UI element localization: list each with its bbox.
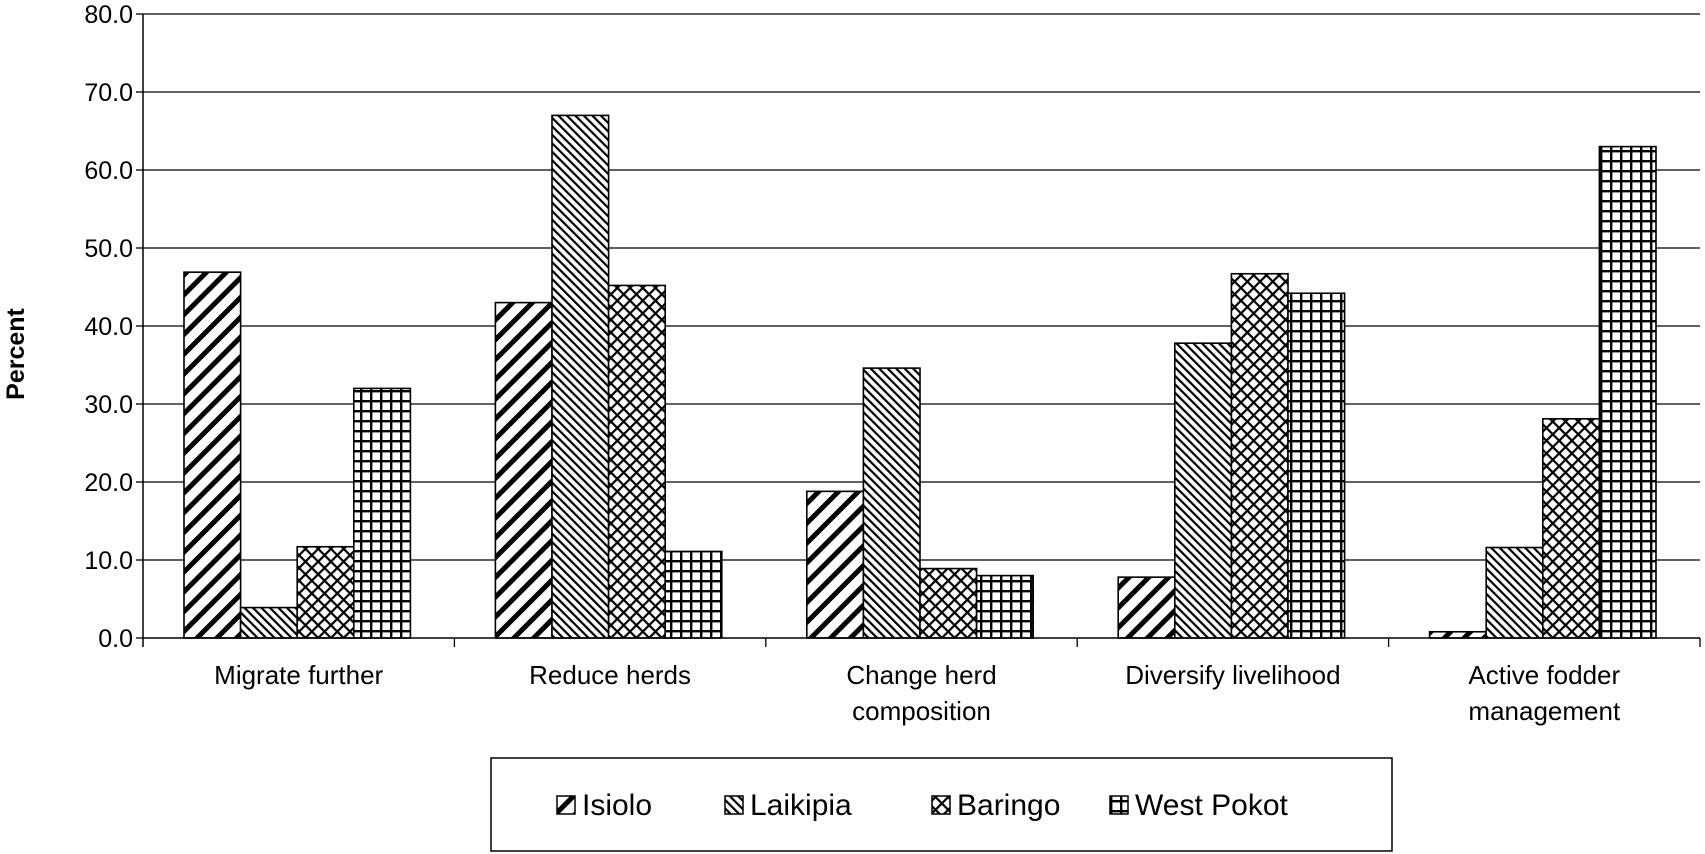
bar-baringo xyxy=(1542,418,1601,639)
x-category-label: Migrate further xyxy=(214,660,383,690)
legend: Isiolo Laikipia Baringo West Pokot xyxy=(490,757,1393,852)
bar-west-pokot xyxy=(664,550,723,639)
bar-laikipia xyxy=(1174,342,1233,639)
x-category-label: Reduce herds xyxy=(529,660,691,690)
x-category-label: Change herd xyxy=(846,660,996,690)
bars xyxy=(183,114,1657,639)
bar-laikipia xyxy=(551,114,610,639)
y-tick-labels: 0.0 10.0 20.0 30.0 40.0 50.0 60.0 70.0 80.0 xyxy=(84,1,133,653)
bar-baringo xyxy=(919,567,978,639)
x-category-label: Active fodder xyxy=(1468,660,1620,690)
legend-swatch xyxy=(1109,795,1129,815)
legend-swatch xyxy=(556,795,576,815)
y-tick-label: 30.0 xyxy=(84,391,133,419)
bar-isiolo xyxy=(805,490,865,639)
y-tick-label: 50.0 xyxy=(84,235,133,263)
bar-west-pokot xyxy=(975,574,1034,639)
x-category-label: Diversify livelihood xyxy=(1125,660,1340,690)
y-tick-label: 0.0 xyxy=(98,625,133,653)
bar-laikipia xyxy=(1485,546,1544,639)
y-tick-label: 10.0 xyxy=(84,547,133,575)
x-category-label: management xyxy=(1468,696,1621,726)
bar-baringo xyxy=(296,545,355,639)
legend-label: Laikipia xyxy=(750,789,852,822)
bar-isiolo xyxy=(1428,630,1487,639)
legend-swatch xyxy=(724,795,744,815)
legend-label: Isiolo xyxy=(582,789,652,822)
bar-baringo xyxy=(1230,272,1289,639)
y-tick-label: 20.0 xyxy=(84,469,133,497)
x-category-label: composition xyxy=(852,696,991,726)
legend-label: Baringo xyxy=(957,789,1060,822)
y-tick-label: 80.0 xyxy=(84,1,133,29)
bar-west-pokot xyxy=(1287,292,1346,639)
legend-label: West Pokot xyxy=(1135,789,1289,822)
y-tick-label: 60.0 xyxy=(84,157,133,185)
y-tick-label: 70.0 xyxy=(84,79,133,107)
bar-laikipia xyxy=(239,606,299,639)
bar-isiolo xyxy=(494,301,553,639)
y-tick-label: 40.0 xyxy=(84,313,133,341)
bar-baringo xyxy=(607,284,666,639)
bar-west-pokot xyxy=(352,387,412,639)
x-category-labels: Migrate further Reduce herds Change herd co… xyxy=(214,660,1621,726)
bar-isiolo xyxy=(1117,576,1176,639)
bar-laikipia xyxy=(862,367,921,639)
axes xyxy=(142,14,1701,647)
legend-swatch xyxy=(931,795,951,815)
bar-west-pokot xyxy=(1598,145,1657,639)
y-axis-title: Percent xyxy=(2,307,30,399)
bar-isiolo xyxy=(183,271,242,639)
